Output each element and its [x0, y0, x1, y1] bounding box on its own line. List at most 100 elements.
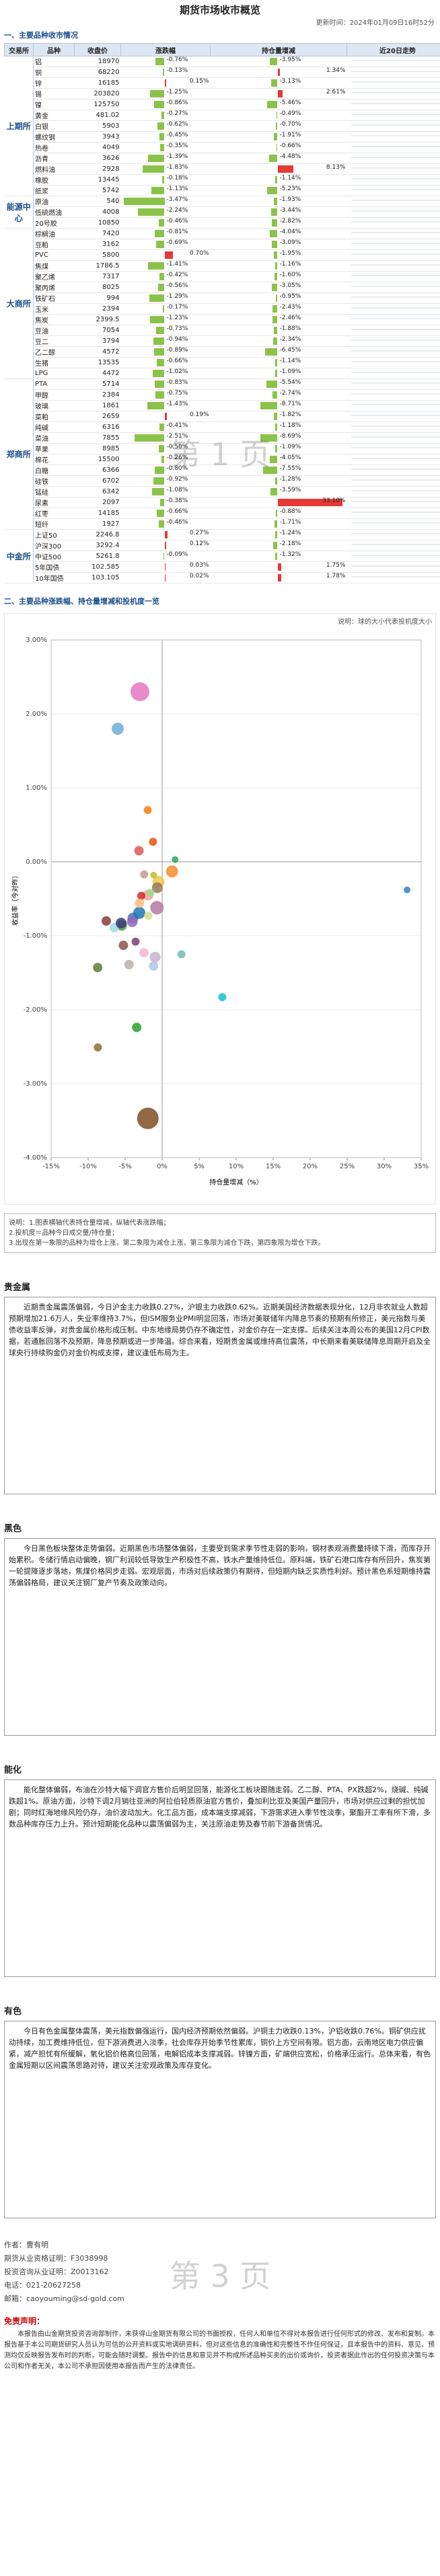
change-bar-label: 0.12%	[189, 540, 209, 547]
trend-placeholder	[351, 135, 440, 136]
oi-bar-label: -4.04%	[279, 229, 301, 235]
exchange: 大商所	[4, 228, 34, 379]
close-price: 2394	[74, 303, 121, 315]
close-price: 13445	[74, 174, 121, 186]
bubble	[94, 1043, 102, 1052]
section-title: 二、主要品种涨跌幅、持仓量增减和投机度一览	[4, 597, 159, 606]
trend-placeholder	[351, 415, 440, 416]
contact-line: 邮箱：caoyouming@sd-gold.com	[4, 2294, 124, 2303]
contact-line: 电话：021-20627258	[4, 2281, 81, 2290]
bar-cell: 1.75%	[210, 561, 347, 573]
table-row: 白银 5903 -0.62% -0.70%	[5, 120, 440, 132]
oi-bar	[276, 144, 278, 151]
table-row: 燃料油 2928 -1.83% 8.13%	[5, 163, 440, 175]
oi-bar	[271, 79, 278, 87]
oi-bar	[274, 413, 278, 420]
change-bar	[148, 155, 165, 162]
exchange: 郑商所	[4, 378, 34, 530]
trend-cell	[346, 314, 440, 325]
change-bar-label: -0.89%	[166, 347, 188, 354]
oi-bar-label: -0.70%	[279, 121, 301, 128]
table-row: 锌 16185 0.15% -3.13%	[5, 77, 440, 89]
trend-cell	[346, 357, 440, 368]
bar-cell: -1.71%	[210, 518, 347, 530]
variety: 黄金	[33, 110, 75, 121]
trend-placeholder	[351, 114, 440, 115]
table-row: 聚乙烯 7317 -0.42% -1.60%	[5, 271, 440, 282]
bar-cell: -0.46%	[120, 518, 211, 530]
close-price: 481.02	[74, 110, 121, 121]
oi-bar	[273, 198, 278, 205]
bubble	[149, 951, 161, 963]
bar-cell: -1.28%	[210, 475, 347, 487]
bubble	[177, 950, 186, 959]
trend-cell	[346, 400, 440, 411]
bar-cell: 8.13%	[210, 163, 347, 175]
trend-placeholder	[351, 512, 440, 513]
change-bar-label: 0.15%	[189, 78, 209, 85]
oi-bar	[267, 187, 278, 194]
table-row: 螺纹钢 3943 -0.45% -1.91%	[5, 131, 440, 143]
variety: 沥青	[33, 153, 75, 164]
trend-cell	[346, 110, 440, 121]
trend-placeholder	[351, 146, 440, 147]
oi-bar-label: -5.23%	[279, 186, 301, 192]
bar-cell: -6.45%	[210, 346, 347, 358]
close-price: 3162	[74, 239, 121, 250]
trend-cell	[346, 282, 440, 293]
bar-cell: -1.14%	[210, 174, 347, 186]
change-bar-label: -2.24%	[166, 207, 188, 214]
oi-bar-label: -1.24%	[279, 530, 301, 536]
trend-placeholder	[351, 522, 440, 524]
trend-cell	[346, 163, 440, 175]
trend-placeholder	[351, 318, 440, 319]
trend-placeholder	[351, 189, 440, 190]
bar-cell: -1.39%	[120, 153, 211, 164]
change-bar-label: -0.18%	[166, 175, 188, 182]
bar-cell: -2.34%	[210, 335, 347, 347]
chart-frame	[3, 612, 437, 1205]
trend-cell	[346, 443, 440, 454]
y-tick-label: -1.00%	[24, 932, 47, 940]
trend-cell	[346, 120, 440, 132]
bubble	[131, 937, 140, 946]
bubble	[166, 865, 178, 878]
bar-cell: -5.46%	[210, 99, 347, 110]
table-row: 铁矿石 994 -1.29% -0.95%	[5, 292, 440, 304]
trend-cell	[346, 131, 440, 143]
close-price: 3292.4	[74, 540, 121, 551]
bar-cell: -0.76%	[120, 56, 211, 67]
variety: 短纤	[33, 518, 75, 530]
change-bar	[164, 413, 167, 420]
oi-bar	[275, 176, 278, 184]
bar-cell: -2.43%	[210, 303, 347, 315]
bar-cell: -0.50%	[120, 443, 211, 454]
trend-placeholder	[351, 200, 440, 201]
plot-frame	[50, 639, 422, 1158]
bar-cell: -1.91%	[210, 131, 347, 143]
trend-cell	[346, 142, 440, 153]
x-tick-label: 5%	[194, 1163, 205, 1170]
trend-placeholder	[351, 275, 440, 276]
oi-bar-label: 1.75%	[326, 562, 346, 569]
bar-cell: -1.09%	[210, 443, 347, 454]
oi-bar	[274, 531, 278, 538]
chart-wrap: 说明：球的大小代表投机度大小 3.00% 2.00% 1.00% 0.00% -1.00…	[3, 612, 437, 1207]
change-bar-label: -0.81%	[166, 229, 188, 235]
change-bar	[159, 499, 165, 506]
change-bar	[164, 563, 166, 571]
change-bar	[151, 187, 165, 194]
change-bar	[164, 79, 167, 87]
bar-cell: -0.88%	[210, 508, 347, 519]
close-price: 2659	[74, 411, 121, 422]
trend-cell	[346, 325, 440, 336]
variety: 铁矿石	[33, 292, 75, 304]
bubble	[131, 682, 149, 701]
change-bar	[163, 553, 165, 560]
change-bar	[154, 101, 165, 108]
variety: 菜油	[33, 432, 75, 444]
oi-bar	[260, 434, 278, 442]
chart-note: 说明：球的大小代表投机度大小	[338, 617, 432, 626]
bar-cell: -0.73%	[120, 325, 211, 336]
close-price: 3626	[74, 153, 121, 164]
